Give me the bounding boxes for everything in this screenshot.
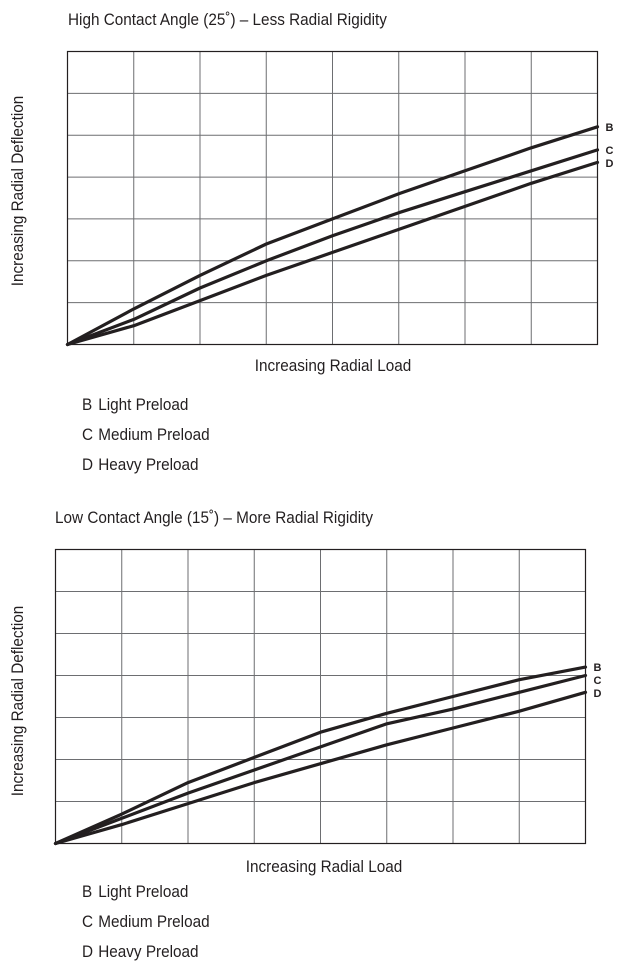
chart-title: Low Contact Angle (15˚) – More Radial Ri… (55, 508, 374, 527)
line-chart: BCD (65, 50, 614, 347)
plot-frame (54, 548, 587, 845)
legend-key: D (82, 942, 94, 961)
series-line-c (65, 148, 600, 347)
legend-item-d: D Heavy Preload (82, 942, 210, 972)
plot-frame (66, 50, 599, 346)
y-axis-label: Increasing Radial Deflection (8, 95, 27, 287)
legend-key: C (82, 425, 94, 444)
series-end-label: D (594, 688, 602, 700)
series-end-label: C (606, 145, 614, 157)
series-end-label: C (594, 675, 602, 687)
legend-label: Light Preload (98, 395, 189, 414)
legend: B Light Preload C Medium Preload D Heavy Pr… (82, 395, 224, 485)
legend-label: Medium Preload (98, 425, 210, 444)
legend: B Light Preload C Medium Preload D Heavy Pr… (82, 882, 224, 972)
legend-label: Heavy Preload (98, 942, 199, 961)
legend-item-c: C Medium Preload (82, 912, 210, 942)
line-chart: BCD (53, 548, 602, 846)
series-end-label: D (606, 158, 614, 170)
legend-item-d: D Heavy Preload (82, 455, 210, 485)
series-end-label: B (594, 662, 602, 674)
legend-label: Light Preload (98, 882, 189, 901)
y-axis-label: Increasing Radial Deflection (8, 605, 27, 797)
series-line-d (65, 160, 600, 347)
chart-panel-low-contact-angle: Low Contact Angle (15˚) – More Radial Ri… (0, 497, 623, 975)
series-line-c (53, 673, 588, 846)
legend-key: D (82, 455, 94, 474)
legend-label: Heavy Preload (98, 455, 199, 474)
series-line-b (53, 665, 588, 846)
legend-label: Medium Preload (98, 912, 210, 931)
series-line-d (53, 690, 588, 846)
chart-panel-high-contact-angle: High Contact Angle (25˚) – Less Radial R… (0, 0, 623, 487)
legend-key: C (82, 912, 94, 931)
legend-item-b: B Light Preload (82, 395, 210, 425)
x-axis-label: Increasing Radial Load (245, 857, 403, 876)
legend-item-c: C Medium Preload (82, 425, 210, 455)
chart-title: High Contact Angle (25˚) – Less Radial R… (68, 10, 387, 29)
series-line-b (65, 125, 600, 347)
series-end-label: B (606, 122, 614, 134)
x-axis-label: Increasing Radial Load (254, 356, 412, 375)
legend-key: B (82, 395, 93, 414)
legend-key: B (82, 882, 93, 901)
legend-item-b: B Light Preload (82, 882, 210, 912)
